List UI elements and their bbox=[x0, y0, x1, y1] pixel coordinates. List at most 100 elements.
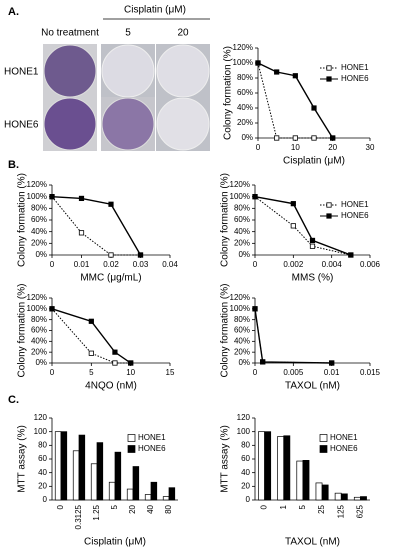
marker bbox=[112, 360, 118, 366]
series-line bbox=[51, 308, 131, 364]
x-tick-label: 0 bbox=[56, 504, 65, 509]
bar bbox=[162, 496, 170, 501]
x-tick-label: 0.02 bbox=[103, 260, 119, 269]
x-tick-label: 10 bbox=[126, 368, 135, 377]
group-header: Cisplatin (μM) bbox=[124, 5, 186, 16]
x-tick-label: 5 bbox=[298, 504, 307, 509]
column-header: No treatment bbox=[41, 28, 99, 39]
column-header: 20 bbox=[177, 28, 189, 39]
y-axis-label: Colony formation (%) bbox=[17, 284, 28, 378]
y-tick-label: 0 bbox=[246, 495, 251, 504]
legend-label: HONE6 bbox=[341, 74, 369, 83]
bar bbox=[60, 431, 68, 501]
marker bbox=[311, 135, 317, 141]
y-tick-label: 0% bbox=[238, 250, 250, 259]
marker bbox=[78, 195, 85, 202]
y-tick-label: 60% bbox=[31, 326, 47, 335]
series-line bbox=[51, 308, 132, 364]
marker bbox=[88, 350, 94, 356]
bar bbox=[340, 493, 348, 501]
y-tick-label: 40% bbox=[237, 103, 253, 112]
x-tick-label: 0 bbox=[256, 143, 261, 152]
legend-label: HONE1 bbox=[330, 433, 358, 442]
x-tick-label: 1 bbox=[279, 504, 288, 509]
dish bbox=[43, 97, 97, 151]
legend-marker bbox=[326, 76, 332, 82]
marker bbox=[128, 360, 134, 366]
dish bbox=[101, 44, 155, 98]
bar bbox=[258, 431, 265, 501]
marker bbox=[49, 306, 55, 312]
y-axis-label: Colony formation (%) bbox=[220, 284, 231, 378]
x-tick-label: 80 bbox=[164, 504, 173, 513]
y-tick-label: 60% bbox=[31, 215, 47, 224]
y-tick-label: 100% bbox=[27, 304, 47, 313]
x-axis-label: MMC (μg/mL) bbox=[80, 273, 141, 284]
y-tick-label: 60% bbox=[234, 326, 250, 335]
marker bbox=[292, 135, 298, 141]
x-tick-label: 0.002 bbox=[283, 260, 304, 269]
x-tick-label: 30 bbox=[366, 143, 375, 152]
x-tick-label: 0 bbox=[260, 504, 269, 509]
row-header: HONE1 bbox=[4, 67, 39, 78]
x-tick-label: 1.25 bbox=[92, 504, 101, 520]
x-tick-label: 0.006 bbox=[360, 260, 381, 269]
legend-label: HONE6 bbox=[341, 211, 369, 220]
bar bbox=[360, 496, 367, 501]
x-axis-label: 4NQO (nM) bbox=[85, 381, 137, 392]
bar bbox=[72, 450, 80, 501]
x-tick-label: 40 bbox=[146, 504, 155, 513]
y-tick-label: 120% bbox=[230, 180, 250, 189]
legend-label: HONE6 bbox=[138, 444, 166, 453]
dish-photos bbox=[43, 44, 210, 151]
y-tick-label: 100 bbox=[237, 427, 251, 436]
legend-swatch bbox=[319, 434, 328, 442]
x-tick-label: 0.01 bbox=[74, 260, 90, 269]
y-tick-label: 100% bbox=[230, 192, 250, 201]
y-tick-label: 20% bbox=[237, 118, 253, 127]
y-tick-label: 120% bbox=[27, 180, 47, 189]
marker bbox=[290, 201, 296, 207]
legend-label: HONE6 bbox=[330, 444, 358, 453]
bar bbox=[108, 481, 116, 501]
y-tick-label: 40 bbox=[38, 468, 47, 477]
marker bbox=[290, 223, 296, 229]
dish bbox=[156, 44, 210, 98]
x-tick-label: 15 bbox=[166, 368, 175, 377]
marker bbox=[309, 243, 316, 249]
marker bbox=[112, 349, 118, 355]
y-tick-label: 100% bbox=[27, 192, 47, 201]
y-tick-label: 120 bbox=[237, 413, 251, 422]
y-tick-label: 0% bbox=[35, 250, 47, 259]
x-axis-label: MMS (%) bbox=[292, 273, 334, 284]
y-tick-label: 0 bbox=[43, 495, 48, 504]
x-tick-label: 20 bbox=[328, 143, 337, 152]
bar bbox=[150, 481, 158, 501]
legend-swatch bbox=[127, 445, 136, 453]
x-tick-label: 0 bbox=[50, 368, 55, 377]
legend-label: HONE1 bbox=[341, 63, 369, 72]
dish bbox=[43, 44, 97, 98]
x-tick-label: 0.3125 bbox=[74, 504, 83, 529]
marker bbox=[108, 252, 114, 258]
series-line bbox=[51, 196, 141, 256]
bar bbox=[277, 436, 285, 501]
x-tick-label: 0 bbox=[50, 260, 55, 269]
dish bbox=[101, 97, 155, 151]
x-tick-label: 5 bbox=[110, 504, 119, 509]
marker bbox=[311, 105, 317, 111]
y-tick-label: 0% bbox=[35, 358, 47, 367]
bar bbox=[321, 484, 329, 501]
marker bbox=[348, 252, 354, 258]
row-header: HONE6 bbox=[4, 120, 39, 131]
x-tick-label: 0 bbox=[253, 260, 258, 269]
legend-swatch bbox=[319, 445, 328, 453]
y-tick-label: 80% bbox=[31, 315, 47, 324]
series-line bbox=[254, 308, 332, 364]
y-tick-label: 80% bbox=[234, 203, 250, 212]
bar bbox=[334, 492, 342, 501]
bar bbox=[54, 431, 62, 501]
marker bbox=[78, 230, 85, 236]
marker bbox=[329, 360, 335, 366]
